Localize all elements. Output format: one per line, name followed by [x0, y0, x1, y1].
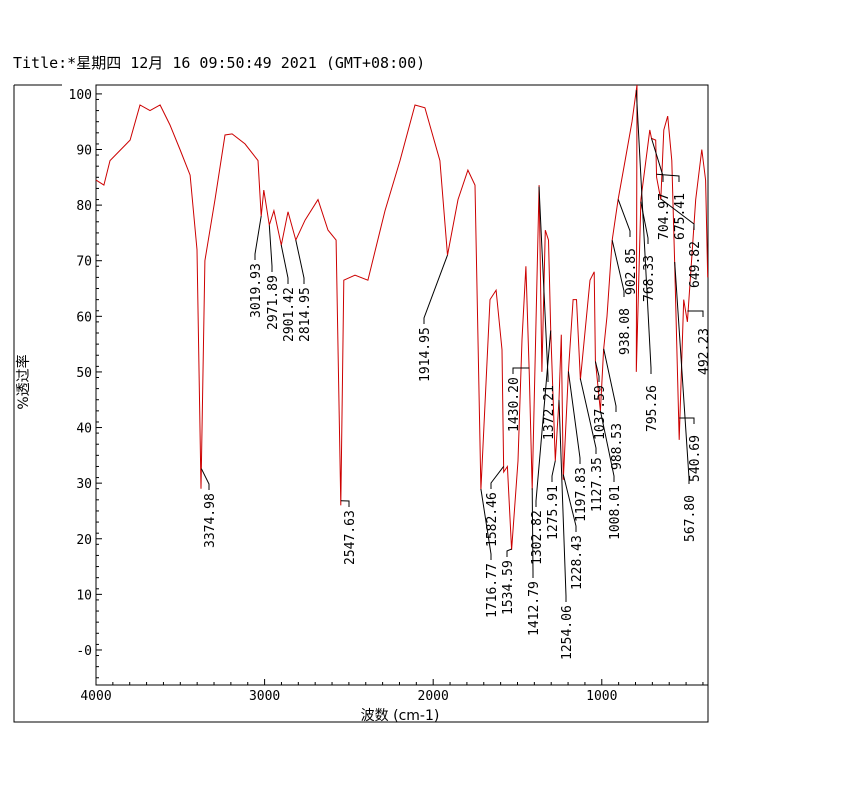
peak-label: 1127.35	[590, 457, 605, 512]
peak-leader-line	[660, 198, 695, 230]
peak-label: 2971.89	[266, 275, 281, 330]
plot-border	[95, 84, 709, 686]
peak-leader-line	[295, 239, 305, 284]
spectrum-line	[95, 84, 709, 550]
y-tick-label: -0	[76, 644, 92, 659]
peak-label: 1254.06	[560, 605, 575, 660]
peak-leader-line	[531, 488, 534, 578]
peak-label: 795.26	[645, 385, 660, 432]
peak-leader-line	[506, 548, 512, 557]
x-tick-label: 2000	[418, 689, 449, 704]
y-tick-label: 80	[76, 199, 92, 214]
peak-label: 1302.82	[530, 510, 545, 565]
peak-label: 675.41	[673, 193, 688, 240]
peak-leader-line	[579, 378, 597, 454]
x-tick-label: 1000	[586, 689, 617, 704]
peak-leader-line	[562, 474, 577, 532]
y-axis-label: %透过率	[15, 354, 32, 409]
peak-label: 1008.01	[608, 485, 623, 540]
peak-label: 1412.79	[527, 581, 542, 636]
peak-leader-line	[651, 138, 664, 182]
peak-label: 492.23	[697, 328, 712, 375]
outer-border	[13, 85, 709, 723]
peak-label: 1275.91	[546, 485, 561, 540]
peak-leader-line	[340, 500, 350, 507]
peak-label: 2547.63	[343, 510, 358, 565]
y-tick-label: 30	[76, 477, 92, 492]
peak-leader-line	[512, 367, 530, 374]
peak-leader-line	[268, 225, 273, 272]
x-tick-label: 4000	[80, 689, 111, 704]
peak-label: 540.69	[688, 435, 703, 482]
peak-label: 1716.77	[485, 563, 500, 618]
x-axis-label: 波数 (cm-1)	[361, 708, 440, 724]
peak-label: 567.80	[683, 495, 698, 542]
peak-label: 1430.20	[507, 377, 522, 432]
peak-label: 938.08	[618, 308, 633, 355]
peak-leader-line	[640, 201, 649, 244]
peak-label: 649.82	[688, 241, 703, 288]
peak-leader-line	[490, 466, 504, 489]
peak-leader-line	[538, 186, 549, 382]
chart-frame	[13, 84, 709, 723]
peak-leader-line	[687, 310, 704, 317]
peak-label: 1372.21	[542, 385, 557, 440]
peak-label: 3019.93	[249, 263, 264, 318]
x-tick-label: 3000	[249, 689, 280, 704]
peak-label: 1534.59	[501, 560, 516, 615]
peak-leader-line	[480, 488, 492, 560]
y-tick-label: 20	[76, 533, 92, 548]
peak-leader-line	[674, 261, 690, 484]
y-tick-label: 90	[76, 144, 92, 159]
y-tick-label: 40	[76, 422, 92, 437]
peak-label: 1197.83	[574, 467, 589, 522]
y-tick-label: 60	[76, 310, 92, 325]
peak-label: 1582.46	[485, 492, 500, 547]
peak-label: 768.33	[642, 255, 657, 302]
peak-leader-line	[551, 460, 556, 482]
peak-leader-line	[679, 417, 695, 424]
peak-leader-line	[535, 330, 552, 507]
peak-leader-line	[635, 90, 652, 374]
x-axis: 4000 3000 2000 1000	[80, 679, 704, 704]
y-tick-label: 10	[76, 588, 92, 603]
peak-leader-line	[558, 399, 567, 602]
y-tick-label: 70	[76, 255, 92, 270]
peak-label: 1914.95	[418, 327, 433, 382]
peak-leader-line	[200, 468, 210, 490]
chart-title: Title:*星期四 12月 16 09:50:49 2021 (GMT+08:…	[13, 54, 426, 72]
peak-leader-line	[567, 371, 581, 464]
peak-leader-line	[617, 199, 631, 237]
peak-leader-line	[599, 410, 615, 482]
peak-leader-line	[423, 254, 448, 324]
peak-leader-line	[656, 173, 680, 182]
peak-leader-line	[603, 348, 617, 412]
peak-label: 2901.42	[282, 287, 297, 342]
peak-label: 3374.98	[203, 493, 218, 548]
peak-leader-line	[611, 240, 625, 297]
peak-label: 704.97	[657, 193, 672, 240]
peak-labels: 3374.98 3019.93 2971.89 2901.42 2814.95 2547.…	[200, 90, 712, 660]
peak-leader-line	[280, 244, 289, 284]
peak-leader-line	[594, 361, 600, 382]
y-tick-label: 100	[69, 88, 92, 103]
peak-label: 1228.43	[570, 535, 585, 590]
y-axis: 100 90 80 70 60 50 40 30 20 10 -0	[69, 88, 102, 679]
y-tick-label: 50	[76, 366, 92, 381]
peak-label: 902.85	[624, 248, 639, 295]
peak-label: 988.53	[610, 423, 625, 470]
peak-label: 2814.95	[298, 287, 313, 342]
peak-leader-line	[254, 216, 262, 260]
